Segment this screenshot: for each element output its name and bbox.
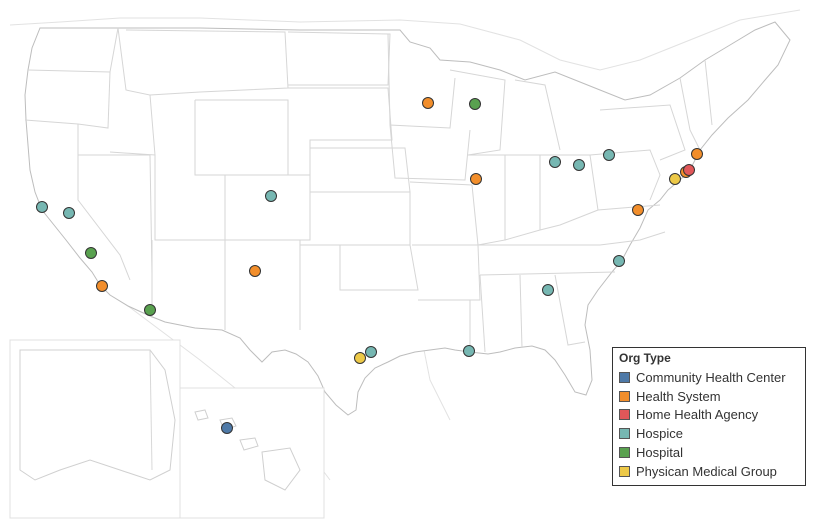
org-marker[interactable] [632, 204, 644, 216]
legend-label: Physican Medical Group [636, 463, 777, 479]
hawaii-inset [179, 387, 325, 519]
org-marker[interactable] [144, 304, 156, 316]
org-marker[interactable] [691, 148, 703, 160]
legend-item[interactable]: Community Health Center [619, 368, 799, 387]
org-marker[interactable] [683, 164, 695, 176]
org-marker[interactable] [365, 346, 377, 358]
org-marker[interactable] [422, 97, 434, 109]
state-borders [24, 27, 713, 353]
alaska-inset [9, 339, 181, 519]
org-marker[interactable] [463, 345, 475, 357]
legend-title: Org Type [619, 351, 671, 365]
legend-label: Health System [636, 388, 721, 404]
legend-swatch [619, 465, 630, 477]
legend-label: Community Health Center [636, 369, 786, 385]
org-marker[interactable] [613, 255, 625, 267]
org-marker[interactable] [669, 173, 681, 185]
legend-swatch [619, 428, 630, 440]
org-marker[interactable] [221, 422, 233, 434]
us-landmass [24, 21, 791, 416]
legend-label: Home Health Agency [636, 407, 759, 423]
legend-items: Community Health Center Health System Home… [619, 368, 799, 481]
legend-item[interactable]: Health System [619, 387, 799, 406]
legend-swatch [619, 371, 630, 383]
org-marker[interactable] [354, 352, 366, 364]
legend-label: Hospital [636, 445, 683, 461]
org-marker[interactable] [96, 280, 108, 292]
legend-swatch [619, 390, 630, 402]
org-marker[interactable] [265, 190, 277, 202]
legend-label: Hospice [636, 426, 683, 442]
legend-swatch [619, 447, 630, 459]
legend-item[interactable]: Physican Medical Group [619, 462, 799, 481]
org-marker[interactable] [470, 173, 482, 185]
org-marker[interactable] [63, 207, 75, 219]
org-marker[interactable] [85, 247, 97, 259]
org-marker[interactable] [603, 149, 615, 161]
legend: Org Type Community Health Center Health S… [612, 347, 806, 486]
org-marker[interactable] [249, 265, 261, 277]
legend-item[interactable]: Hospice [619, 424, 799, 443]
org-marker[interactable] [573, 159, 585, 171]
org-marker[interactable] [542, 284, 554, 296]
legend-item[interactable]: Hospital [619, 443, 799, 462]
legend-item[interactable]: Home Health Agency [619, 406, 799, 425]
legend-swatch [619, 409, 630, 421]
org-markers [36, 97, 703, 434]
org-marker[interactable] [36, 201, 48, 213]
org-marker[interactable] [469, 98, 481, 110]
org-marker[interactable] [549, 156, 561, 168]
